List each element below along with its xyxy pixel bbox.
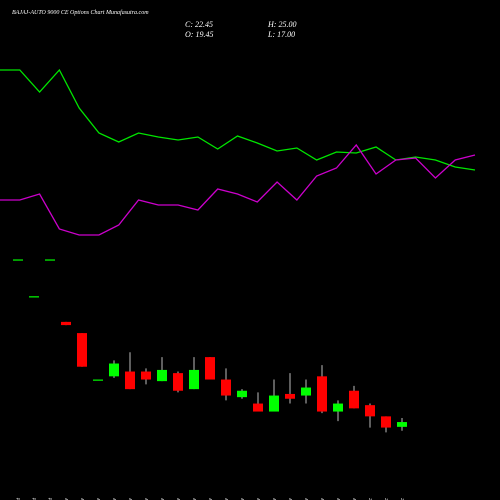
x-tick-label: 03 Dec <box>384 498 390 500</box>
x-tick-label: 20 Nov <box>240 498 246 500</box>
candle-body <box>205 357 215 380</box>
x-tick-label: 02 Dec <box>368 498 374 500</box>
candle-body <box>221 379 231 396</box>
x-tick-label: 11 Nov <box>144 498 150 500</box>
candle-body <box>77 333 87 367</box>
x-tick-label: 27 Nov <box>320 498 326 500</box>
x-tick-label: 04 Dec <box>399 498 406 500</box>
candle-body <box>397 422 407 427</box>
stat-low: L: 17.00 <box>267 30 295 39</box>
chart-title: BAJAJ-AUTO 9000 CE Options Chart Munafas… <box>12 9 149 16</box>
x-tick-label: 29 Oct <box>16 498 22 500</box>
x-tick-label: 01 Nov <box>64 498 70 500</box>
x-tick-label: 25 Nov <box>288 498 294 500</box>
x-tick-label: 04 Nov <box>79 498 86 500</box>
candle-body <box>109 363 119 377</box>
x-tick-label: 07 Nov <box>112 498 118 500</box>
candle-body <box>381 416 391 428</box>
x-tick-label: 08 Nov <box>128 498 134 500</box>
x-tick-label: 30 Oct <box>32 498 38 500</box>
candle-body <box>125 371 135 390</box>
candle-body <box>285 393 295 399</box>
indicator-line <box>0 143 476 236</box>
candle-body <box>253 403 263 412</box>
candle-body <box>173 373 183 391</box>
x-tick-label: 18 Nov <box>208 498 214 500</box>
x-tick-label: 12 Nov <box>160 498 166 500</box>
candle-body <box>141 371 151 380</box>
candle-body <box>13 259 23 261</box>
candle-body <box>93 379 103 381</box>
x-tick-label: 29 Nov <box>352 498 358 500</box>
candle-body <box>157 369 167 382</box>
candle-body <box>29 296 39 298</box>
stat-close: C: 22.45 <box>185 20 213 29</box>
x-tick-label: 22 Nov <box>272 498 278 500</box>
stat-open: O: 19.45 <box>185 30 213 39</box>
x-tick-label: 21 Nov <box>256 498 262 500</box>
candle-body <box>189 369 199 390</box>
x-tick-label: 14 Nov <box>191 498 198 500</box>
candle-body <box>333 403 343 412</box>
x-tick-label: 26 Nov <box>304 498 310 500</box>
stat-high: H: 25.00 <box>267 20 296 29</box>
x-tick-label: 19 Nov <box>224 498 230 500</box>
candle-body <box>237 390 247 398</box>
candle-body <box>317 376 327 412</box>
x-tick-label: 28 Nov <box>336 498 342 500</box>
candle-body <box>61 321 71 326</box>
candle-body <box>45 259 55 261</box>
indicator-line <box>0 68 476 171</box>
x-tick-label: 31 Oct <box>48 498 54 500</box>
candle-body <box>301 387 311 396</box>
x-tick-label: 13 Nov <box>176 498 182 500</box>
candle-body <box>269 395 279 412</box>
x-tick-label: 05 Nov <box>96 498 102 500</box>
candle-body <box>349 390 359 409</box>
candle-body <box>365 405 375 417</box>
